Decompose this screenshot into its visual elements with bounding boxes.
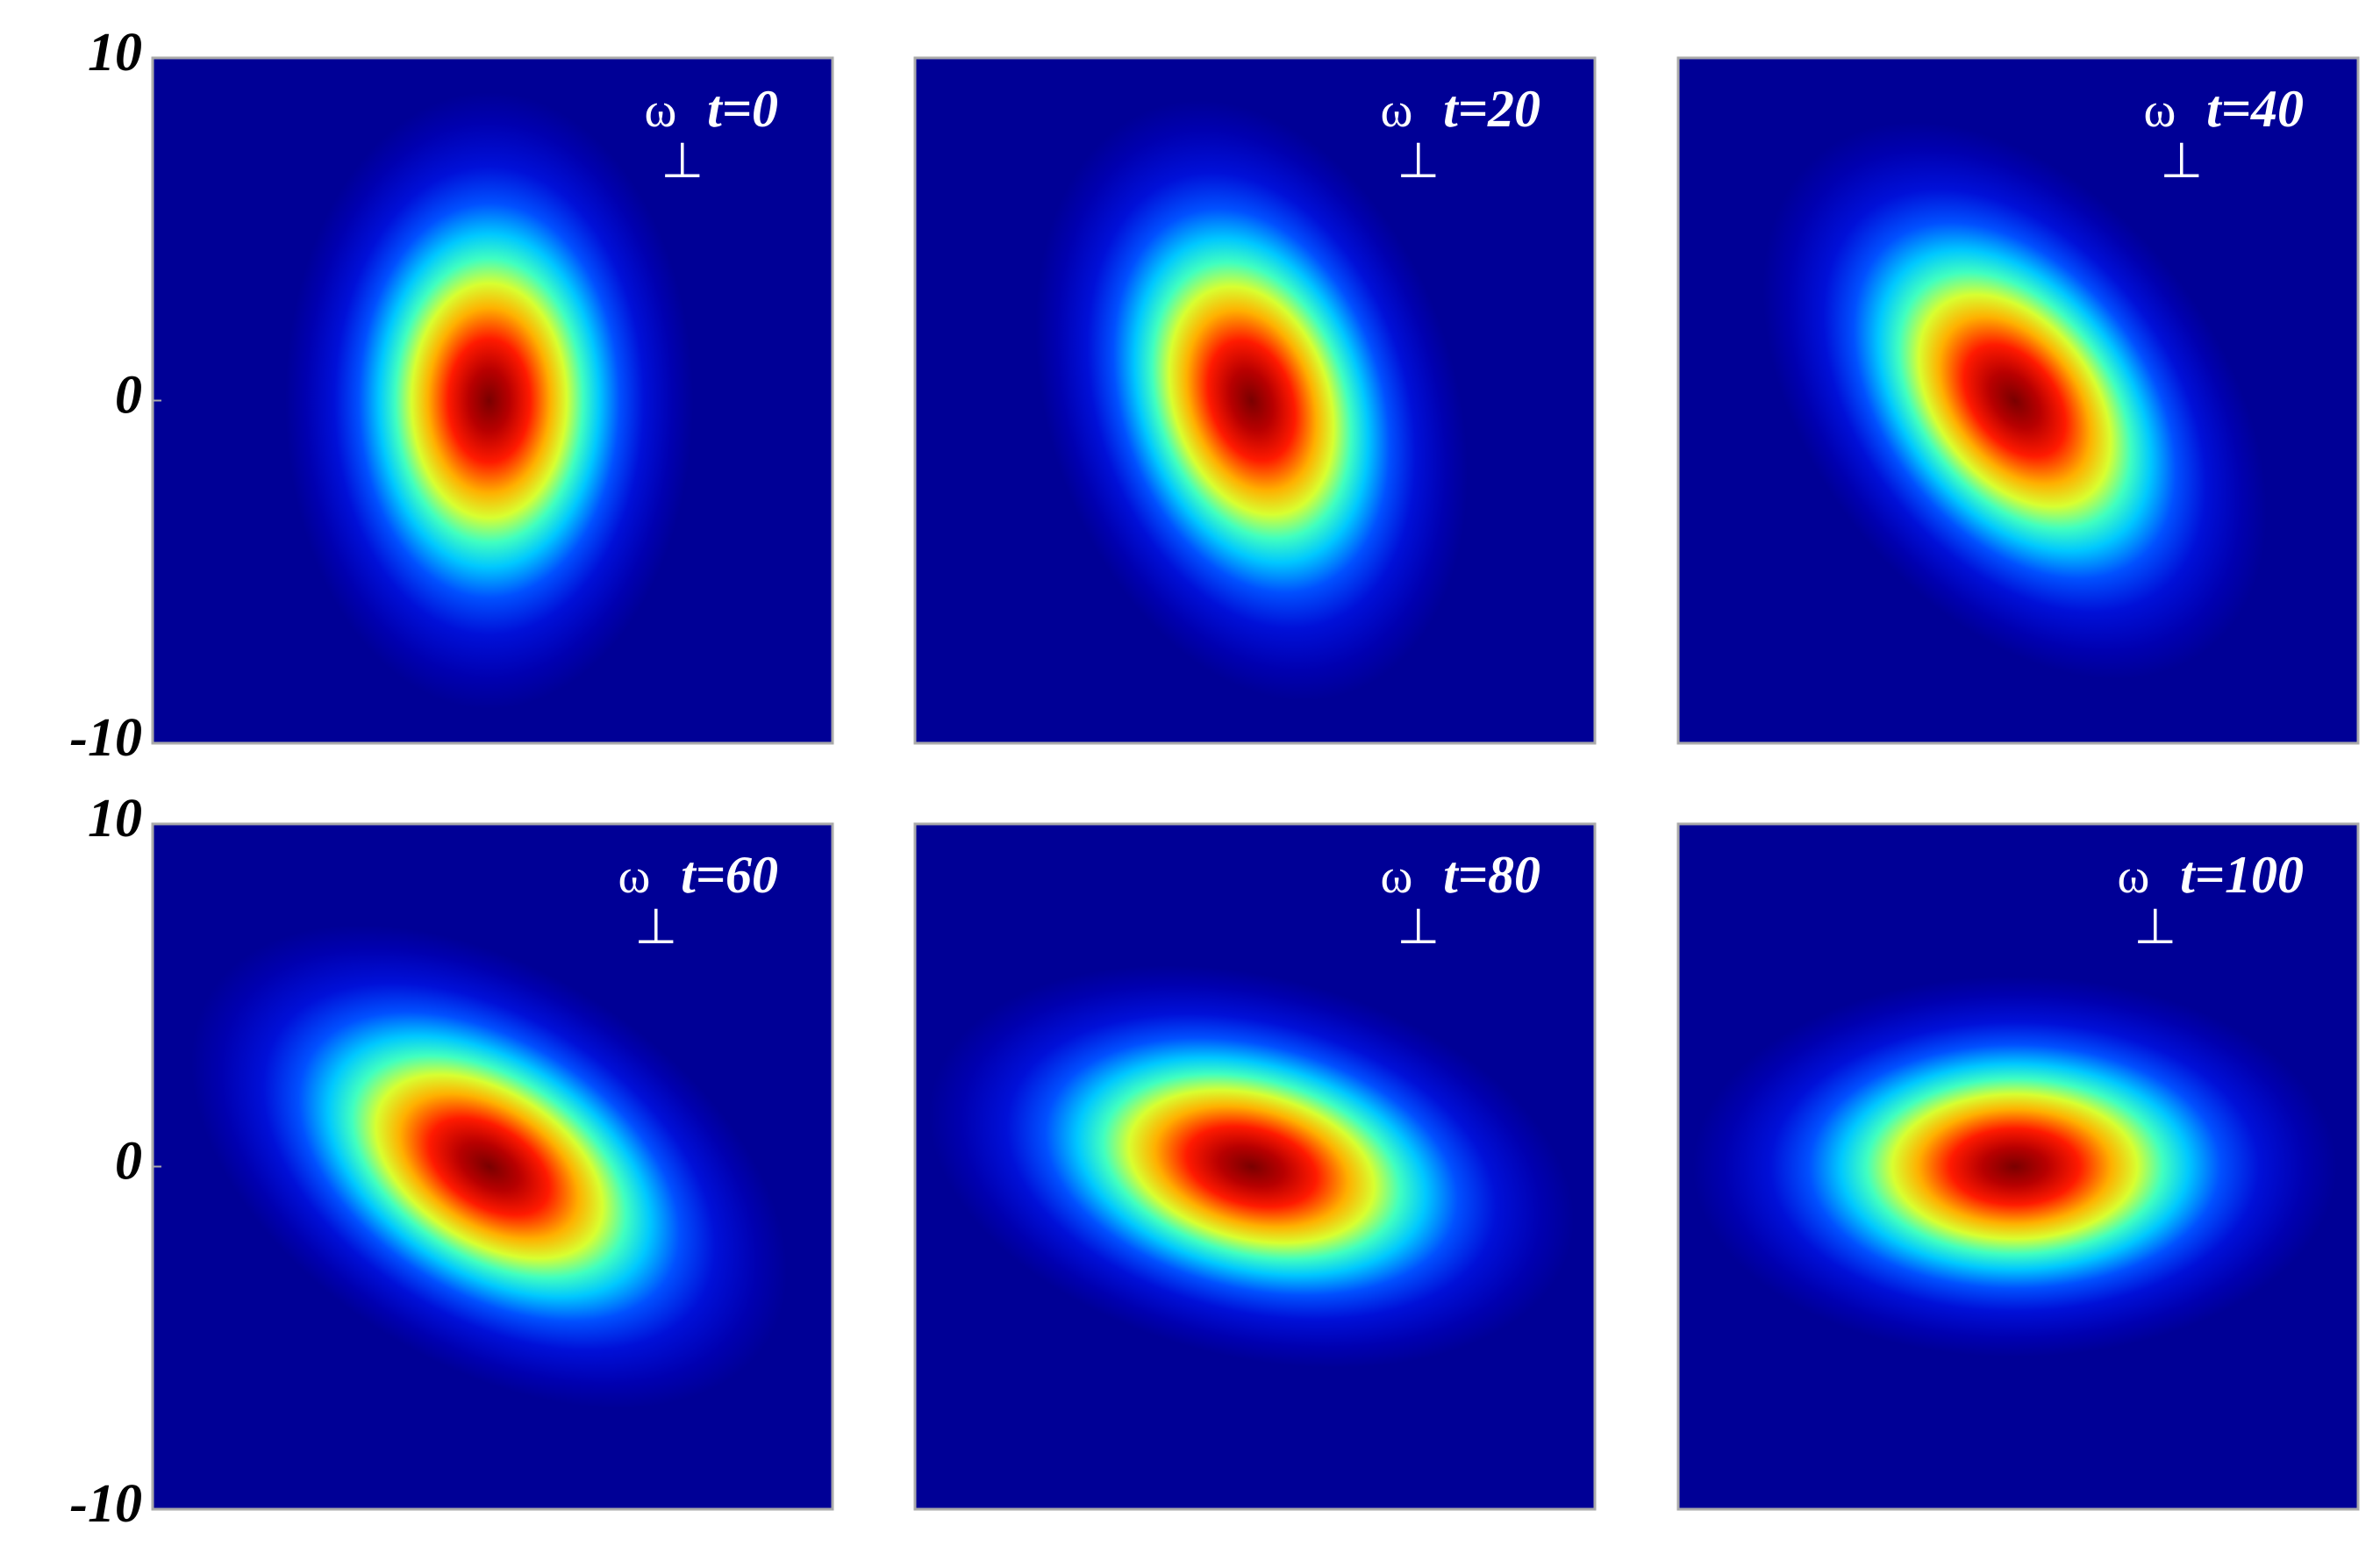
label-subscript: ⊥ xyxy=(661,134,704,189)
label-symbol: ω xyxy=(645,83,677,138)
label-subscript: ⊥ xyxy=(2133,900,2176,955)
density-blob xyxy=(1762,122,2267,679)
y-tick-label: -10 xyxy=(69,1474,142,1534)
panel-label: ω ⊥t=40 xyxy=(2144,80,2305,189)
density-blob xyxy=(929,965,1575,1368)
y-tick-label: 0 xyxy=(115,366,142,426)
label-subscript: ⊥ xyxy=(634,900,677,955)
density-blob xyxy=(191,925,788,1408)
density-blob xyxy=(285,92,694,709)
label-symbol: ω xyxy=(618,849,651,904)
label-symbol: ω xyxy=(2144,83,2176,138)
density-blob xyxy=(1692,976,2337,1357)
density-blob xyxy=(1035,100,1468,701)
panel: ω ⊥t=0 xyxy=(151,56,834,745)
panel-label: ω ⊥t=100 xyxy=(2118,846,2305,955)
label-subscript: ⊥ xyxy=(2160,134,2203,189)
panel: ω ⊥t=40 xyxy=(1676,56,2360,745)
label-symbol: ω xyxy=(1381,849,1413,904)
label-text: t=20 xyxy=(1443,80,1540,138)
panel-label: ω ⊥t=20 xyxy=(1381,80,1541,189)
label-text: t=100 xyxy=(2180,846,2304,904)
panel: ω ⊥t=100 xyxy=(1676,822,2360,1511)
label-text: t=40 xyxy=(2206,80,2304,138)
y-tick-label: 0 xyxy=(115,1132,142,1192)
label-text: t=60 xyxy=(681,846,778,904)
y-tick-label: 10 xyxy=(88,23,142,82)
label-symbol: ω xyxy=(1381,83,1413,138)
panel: ω ⊥t=60 xyxy=(151,822,834,1511)
label-symbol: ω xyxy=(2118,849,2150,904)
panel-frame xyxy=(1676,822,2360,1511)
label-text: t=0 xyxy=(707,80,778,138)
label-subscript: ⊥ xyxy=(1397,900,1440,955)
panel: ω ⊥t=20 xyxy=(913,56,1597,745)
y-tick-label: 10 xyxy=(88,789,142,848)
label-text: t=80 xyxy=(1443,846,1540,904)
panel: ω ⊥t=80 xyxy=(913,822,1597,1511)
panel-label: ω ⊥t=60 xyxy=(618,846,779,955)
panel-frame xyxy=(913,822,1597,1511)
panel-frame xyxy=(1676,56,2360,745)
y-tick-label: -10 xyxy=(69,708,142,768)
panel-label: ω ⊥t=80 xyxy=(1381,846,1541,955)
panel-label: ω ⊥t=0 xyxy=(645,80,779,189)
label-subscript: ⊥ xyxy=(1397,134,1440,189)
panel-frame xyxy=(913,56,1597,745)
